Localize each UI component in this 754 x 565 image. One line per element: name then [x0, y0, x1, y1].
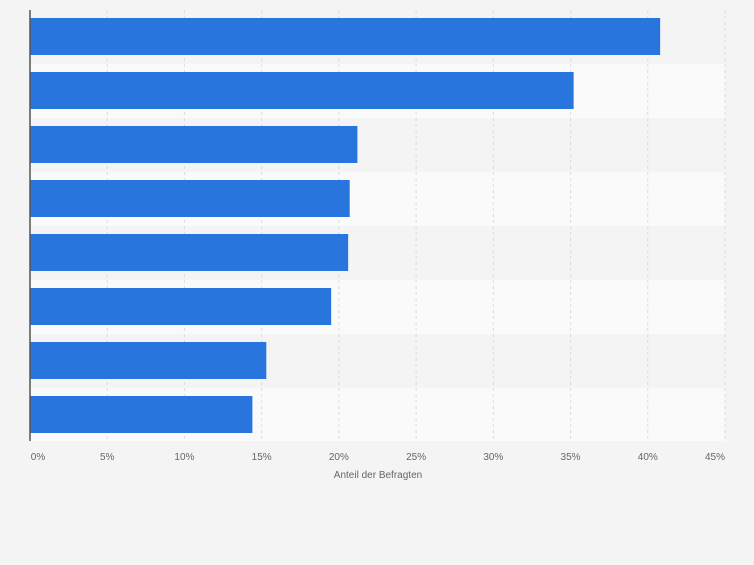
x-tick-label: 0% — [31, 452, 46, 463]
x-tick-label: 25% — [406, 452, 426, 463]
x-tick-label: 10% — [174, 452, 194, 463]
x-tick-label: 15% — [252, 452, 272, 463]
x-tick-label: 35% — [561, 452, 581, 463]
x-axis-title: Anteil der Befragten — [334, 470, 422, 481]
bar — [30, 288, 332, 325]
x-tick-labels: 0% 5% 10% 15% 20% 25% 30% 35% 40% 45% — [31, 452, 725, 463]
x-tick-label: 5% — [100, 452, 115, 463]
x-tick-label: 45% — [705, 452, 725, 463]
bar — [30, 234, 349, 271]
x-tick-label: 40% — [638, 452, 658, 463]
bar — [30, 18, 661, 55]
x-tick-label: 30% — [483, 452, 503, 463]
bars — [30, 18, 661, 433]
bar — [30, 180, 350, 217]
bar — [30, 72, 574, 109]
bar — [30, 126, 358, 163]
bar — [30, 396, 253, 433]
bar — [30, 342, 267, 379]
x-tick-label: 20% — [329, 452, 349, 463]
